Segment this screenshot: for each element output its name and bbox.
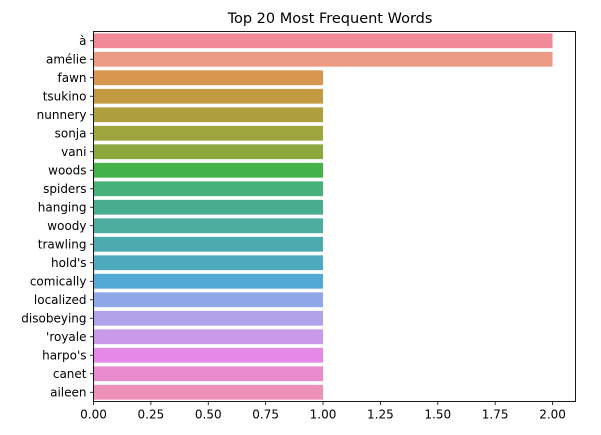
bar-6 xyxy=(93,144,324,160)
y-tick-label: localized xyxy=(34,293,87,307)
y-tick-label: trawling xyxy=(38,237,87,251)
bar-19 xyxy=(93,384,324,400)
bar-8 xyxy=(93,181,324,197)
y-tick-label: disobeying xyxy=(21,311,86,325)
bar-15 xyxy=(93,310,324,326)
bar-5 xyxy=(93,125,324,141)
x-tick-label: 1.75 xyxy=(482,408,509,422)
x-tick-label: 1.25 xyxy=(367,408,394,422)
y-tick-label: woody xyxy=(47,219,86,233)
y-tick-label: hold's xyxy=(51,256,86,270)
bar-12 xyxy=(93,255,324,271)
bar-9 xyxy=(93,199,324,215)
x-axis: 0.00 0.25 0.50 0.75 1.00 1.25 1.50 1.75 2.00 xyxy=(80,401,566,422)
bar-2 xyxy=(93,70,324,86)
bar-0 xyxy=(93,33,553,49)
bar-14 xyxy=(93,292,324,308)
y-tick-label: 'royale xyxy=(46,330,86,344)
y-tick-label: canet xyxy=(53,367,87,381)
y-tick-label: spiders xyxy=(43,182,86,196)
plot-frame xyxy=(93,31,576,402)
x-tick-label: 1.50 xyxy=(424,408,451,422)
y-tick-label: nunnery xyxy=(37,108,87,122)
x-tick-label: 0.25 xyxy=(138,408,165,422)
y-tick-label: vani xyxy=(61,145,86,159)
chart-title: Top 20 Most Frequent Words xyxy=(227,11,433,27)
y-tick-label: comically xyxy=(30,274,87,288)
y-axis: à amélie fawn tsukino nunnery sonja vani woods s… xyxy=(21,34,94,399)
bar-10 xyxy=(93,218,324,234)
x-tick-label: 1.00 xyxy=(310,408,337,422)
bar-13 xyxy=(93,273,324,289)
bars-group xyxy=(93,33,553,400)
y-tick-label: amélie xyxy=(46,52,86,66)
bar-11 xyxy=(93,236,324,252)
bar-1 xyxy=(93,51,553,67)
y-tick-label: aileen xyxy=(50,385,86,399)
y-tick-label: tsukino xyxy=(43,89,87,103)
bar-7 xyxy=(93,162,324,178)
x-tick-label: 0.00 xyxy=(80,408,107,422)
y-tick-label: harpo's xyxy=(42,348,86,362)
bar-18 xyxy=(93,366,324,382)
y-tick-label: fawn xyxy=(58,71,87,85)
x-tick-label: 2.00 xyxy=(539,408,566,422)
bar-17 xyxy=(93,347,324,363)
x-tick-label: 0.75 xyxy=(252,408,279,422)
bar-3 xyxy=(93,88,324,104)
y-tick-label: woods xyxy=(48,163,86,177)
y-tick-label: hanging xyxy=(38,200,87,214)
y-tick-label: sonja xyxy=(55,126,87,140)
y-tick-label: à xyxy=(79,34,86,48)
bar-4 xyxy=(93,107,324,123)
bar-16 xyxy=(93,329,324,345)
x-tick-label: 0.50 xyxy=(195,408,222,422)
